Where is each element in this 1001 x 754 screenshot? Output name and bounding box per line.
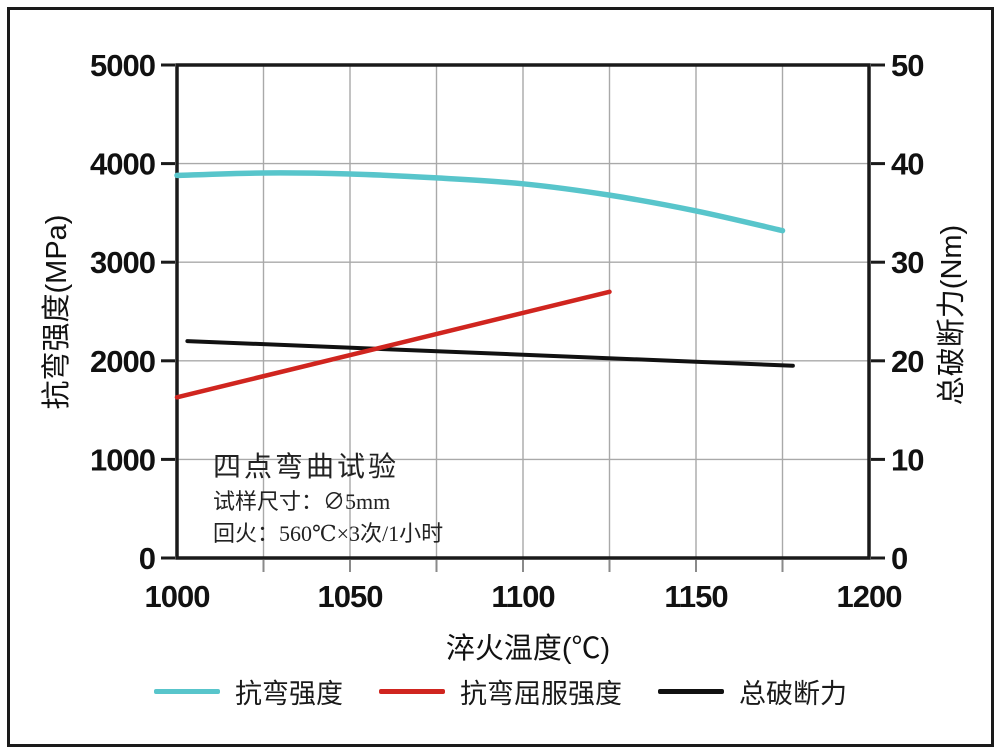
y-axis-title-left: 抗弯强度(MPa) — [41, 214, 73, 410]
annotation-box: 四点弯曲试验 试样尺寸：∅5mm 回火：560℃×3次/1小时 — [213, 450, 443, 550]
svg-text:3000: 3000 — [90, 245, 155, 280]
legend-line-swatch-black-icon — [658, 689, 724, 694]
annotation-test-type: 四点弯曲试验 — [213, 452, 400, 483]
svg-text:40: 40 — [891, 147, 923, 182]
svg-text:20: 20 — [891, 344, 923, 379]
svg-text:5000: 5000 — [90, 48, 155, 83]
svg-text:1000: 1000 — [90, 442, 155, 477]
svg-text:1000: 1000 — [145, 579, 210, 614]
svg-text:1100: 1100 — [491, 579, 554, 614]
legend-item-bending-yield-strength: 抗弯屈服强度 — [379, 672, 622, 711]
svg-text:30: 30 — [891, 245, 923, 280]
svg-text:1050: 1050 — [318, 579, 383, 614]
annotation-sample-size: 试样尺寸：∅5mm — [213, 489, 391, 514]
legend: 抗弯强度 抗弯屈服强度 总破断力 — [0, 672, 1001, 711]
svg-text:0: 0 — [139, 541, 155, 576]
legend-label-total-breaking-force: 总破断力 — [739, 679, 847, 709]
figure-border — [7, 7, 994, 747]
legend-item-bending-strength: 抗弯强度 — [154, 672, 343, 711]
svg-text:50: 50 — [891, 48, 923, 83]
svg-text:0: 0 — [891, 541, 907, 576]
svg-text:2000: 2000 — [90, 344, 155, 379]
annotation-tempering: 回火：560℃×3次/1小时 — [213, 521, 444, 546]
legend-label-bending-yield-strength: 抗弯屈服强度 — [460, 679, 622, 709]
y-axis-title-right: 总破断力(Nm) — [936, 224, 968, 406]
svg-text:4000: 4000 — [90, 147, 155, 182]
legend-item-total-breaking-force: 总破断力 — [658, 672, 847, 711]
legend-line-swatch-red-icon — [379, 689, 445, 694]
x-axis-title: 淬火温度(℃) — [445, 633, 611, 665]
legend-line-swatch-cyan-icon — [154, 689, 220, 694]
svg-text:1150: 1150 — [664, 579, 727, 614]
legend-label-bending-strength: 抗弯强度 — [235, 679, 343, 709]
svg-text:1200: 1200 — [837, 579, 902, 614]
svg-text:10: 10 — [891, 442, 923, 477]
